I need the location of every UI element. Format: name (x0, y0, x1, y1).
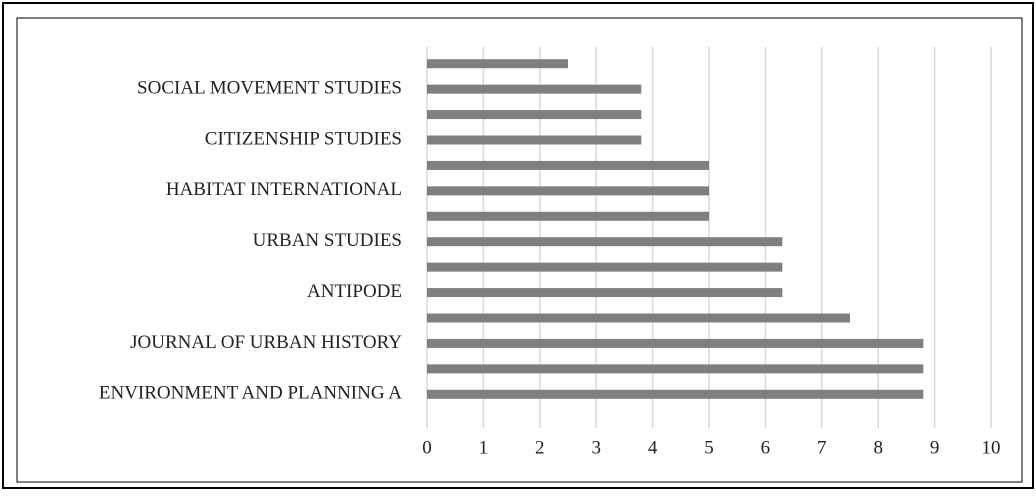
outer-frame (2, 2, 1034, 489)
x-tick-label: 0 (422, 437, 432, 458)
y-tick-label: JOURNAL OF URBAN HISTORY (130, 332, 402, 353)
bar (427, 313, 850, 323)
x-tick-label: 9 (930, 437, 940, 458)
x-tick-label: 5 (704, 437, 714, 458)
y-tick-label: HABITAT INTERNATIONAL (166, 179, 402, 200)
bar (427, 211, 709, 221)
bar (427, 262, 783, 272)
bar (427, 135, 642, 145)
y-tick-label: ANTIPODE (307, 281, 402, 302)
x-tick-label: 1 (479, 437, 489, 458)
bar (427, 186, 709, 196)
bar (427, 364, 924, 374)
chart-frame (16, 17, 1023, 483)
y-tick-label: CITIZENSHIP STUDIES (205, 128, 402, 149)
bar (427, 288, 783, 298)
y-tick-label: SOCIAL MOVEMENT STUDIES (137, 78, 402, 99)
bar (427, 110, 642, 120)
bar (427, 59, 568, 69)
bar (427, 84, 642, 94)
bar (427, 338, 924, 348)
bar (427, 237, 783, 247)
bar (427, 389, 924, 399)
bar (427, 160, 709, 170)
y-tick-label: URBAN STUDIES (253, 230, 402, 251)
y-tick-label: ENVIRONMENT AND PLANNING A (99, 383, 402, 404)
x-tick-label: 2 (535, 437, 545, 458)
x-tick-label: 8 (873, 437, 883, 458)
x-tick-label: 6 (761, 437, 771, 458)
x-tick-label: 3 (591, 437, 601, 458)
x-tick-label: 4 (648, 437, 658, 458)
x-tick-label: 7 (817, 437, 827, 458)
x-tick-label: 10 (982, 437, 1001, 458)
